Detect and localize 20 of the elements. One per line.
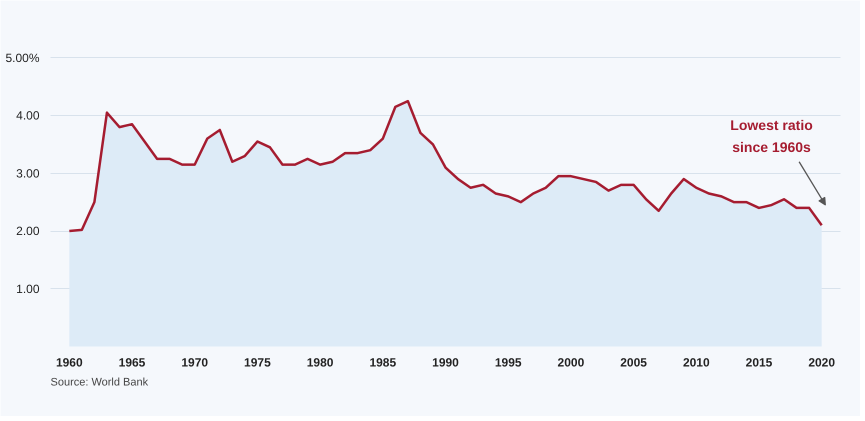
x-tick-label: 2005 xyxy=(620,356,648,370)
x-tick-label: 2010 xyxy=(682,356,710,370)
x-tick-label: 2020 xyxy=(808,356,836,370)
annotation: Lowest ratio since 1960s xyxy=(730,116,813,155)
x-tick-label: 1980 xyxy=(306,356,334,370)
y-tick-label: 3.00 xyxy=(16,166,40,180)
x-tick-label: 1995 xyxy=(494,356,522,370)
x-tick-label: 1985 xyxy=(369,356,396,370)
x-tick-label: 1990 xyxy=(432,356,460,370)
x-tick-label: 1965 xyxy=(118,356,146,370)
x-tick-label: 1975 xyxy=(244,356,272,370)
source-note: Source: World Bank xyxy=(50,376,149,388)
x-tick-label: 2000 xyxy=(558,356,585,370)
x-tick-label: 2015 xyxy=(746,356,773,370)
y-tick-label: 5.00% xyxy=(5,50,40,65)
x-tick-label: 1970 xyxy=(181,356,208,370)
y-tick-label: 1.00 xyxy=(16,282,40,296)
y-tick-label: 4.00 xyxy=(16,108,40,123)
x-tick-label: 1960 xyxy=(56,356,83,370)
y-tick-label: 2.00 xyxy=(16,224,40,238)
